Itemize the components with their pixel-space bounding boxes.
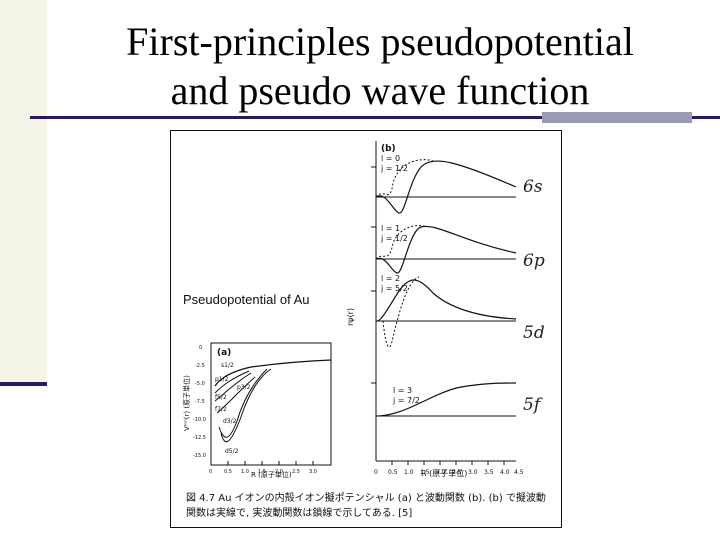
title-underline <box>30 116 720 119</box>
panel-a-ylabel: Vᴵᵒⁿ(r) (原子単位) <box>182 375 191 431</box>
panel-a-xlabel: R (原子単位) <box>251 470 292 479</box>
b-xtick-8: 4.0 <box>500 469 510 476</box>
a-ytick-0: 0 <box>199 345 202 351</box>
panel-b-ylabel: rψ(r) <box>346 308 355 326</box>
a-xtick-5: 2.5 <box>292 469 300 475</box>
state-5d-l: l = 2 <box>381 274 400 283</box>
a-ytick-4: -10.0 <box>193 417 206 423</box>
state-6s-l: l = 0 <box>381 154 400 163</box>
tag-6s: 6s <box>523 177 543 197</box>
title-underline-accent <box>542 112 692 123</box>
b-xtick-2: 1.0 <box>404 469 414 476</box>
panel-a-frame <box>210 342 332 466</box>
tag-5f: 5f <box>523 395 541 415</box>
state-5f-l: l = 3 <box>393 386 412 395</box>
panel-a <box>210 342 332 466</box>
title-line-2: and pseudo wave function <box>170 67 590 113</box>
curve-d32: d3/2 <box>223 418 237 425</box>
curve-d52: d5/2 <box>225 448 239 455</box>
b-xtick-3: 1.5 <box>420 469 430 476</box>
panel-b <box>371 141 517 465</box>
figure-drawing: (b) l = 0 j = 1/2 l = 1 j = 1/2 l = 2 j … <box>182 141 524 479</box>
caption-line-1: 図 4.7 Au イオンの内殻イオン擬ポテンシャル (a) と波動関数 (b).… <box>186 493 546 504</box>
left-accent-bar <box>0 0 47 385</box>
b-xtick-5: 2.5 <box>452 469 462 476</box>
a-ytick-2: -5.0 <box>195 381 205 387</box>
a-xtick-4: 2.0 <box>275 469 283 475</box>
tag-6p: 6p <box>523 251 545 271</box>
left-accent-line <box>0 382 47 386</box>
curve-f52: f5/2 <box>215 394 227 401</box>
figure-caption: 図 4.7 Au イオンの内殻イオン擬ポテンシャル (a) と波動関数 (b).… <box>186 492 556 521</box>
b-xtick-6: 3.0 <box>468 469 478 476</box>
a-ytick-5: -12.5 <box>193 435 206 441</box>
figure-label: Pseudopotential of Au <box>181 292 312 307</box>
panel-b-tag: (b) <box>381 144 396 154</box>
a-xtick-1: 0.5 <box>224 469 232 475</box>
b-xtick-7: 3.5 <box>484 469 494 476</box>
a-ytick-6: -15.0 <box>193 453 206 459</box>
slide-title: First-principles pseudopotential and pse… <box>60 18 700 116</box>
caption-line-2: 関数は実線で, 実波動関数は鎖線で示してある. [5] <box>186 507 413 519</box>
panel-b-xlabel: R (原子単位) <box>421 468 467 478</box>
curve-p12: p1/2 <box>215 376 229 383</box>
state-6p-l: l = 1 <box>381 224 400 233</box>
a-xtick-0: 0 <box>209 469 212 475</box>
a-xtick-6: 3.0 <box>309 469 317 475</box>
tag-5d: 5d <box>523 323 545 343</box>
state-5f-j: j = 7/2 <box>392 396 420 405</box>
curve-f72: f7/2 <box>215 406 227 413</box>
title-line-1: First-principles pseudopotential <box>126 19 634 64</box>
a-xtick-3: 1.5 <box>258 469 266 475</box>
b-xtick-4: 2.0 <box>436 469 446 476</box>
panel-a-tag: (a) <box>217 348 231 358</box>
b-xtick-0: 0 <box>374 469 378 476</box>
a-ytick-3: -7.5 <box>195 399 205 405</box>
state-6s-j: j = 1/2 <box>380 164 408 173</box>
b-xtick-1: 0.5 <box>388 469 398 476</box>
state-6p-j: j = 1/2 <box>380 234 408 243</box>
curve-s12: s1/2 <box>221 362 234 369</box>
b-xtick-9: 4.5 <box>514 469 524 476</box>
curve-p32: p3/2 <box>237 384 251 391</box>
a-ytick-1: -2.5 <box>195 363 205 369</box>
scanned-figure: (b) l = 0 j = 1/2 l = 1 j = 1/2 l = 2 j … <box>170 130 562 528</box>
a-xtick-2: 1.0 <box>241 469 249 475</box>
state-5d-j: j = 5/2 <box>380 284 408 293</box>
